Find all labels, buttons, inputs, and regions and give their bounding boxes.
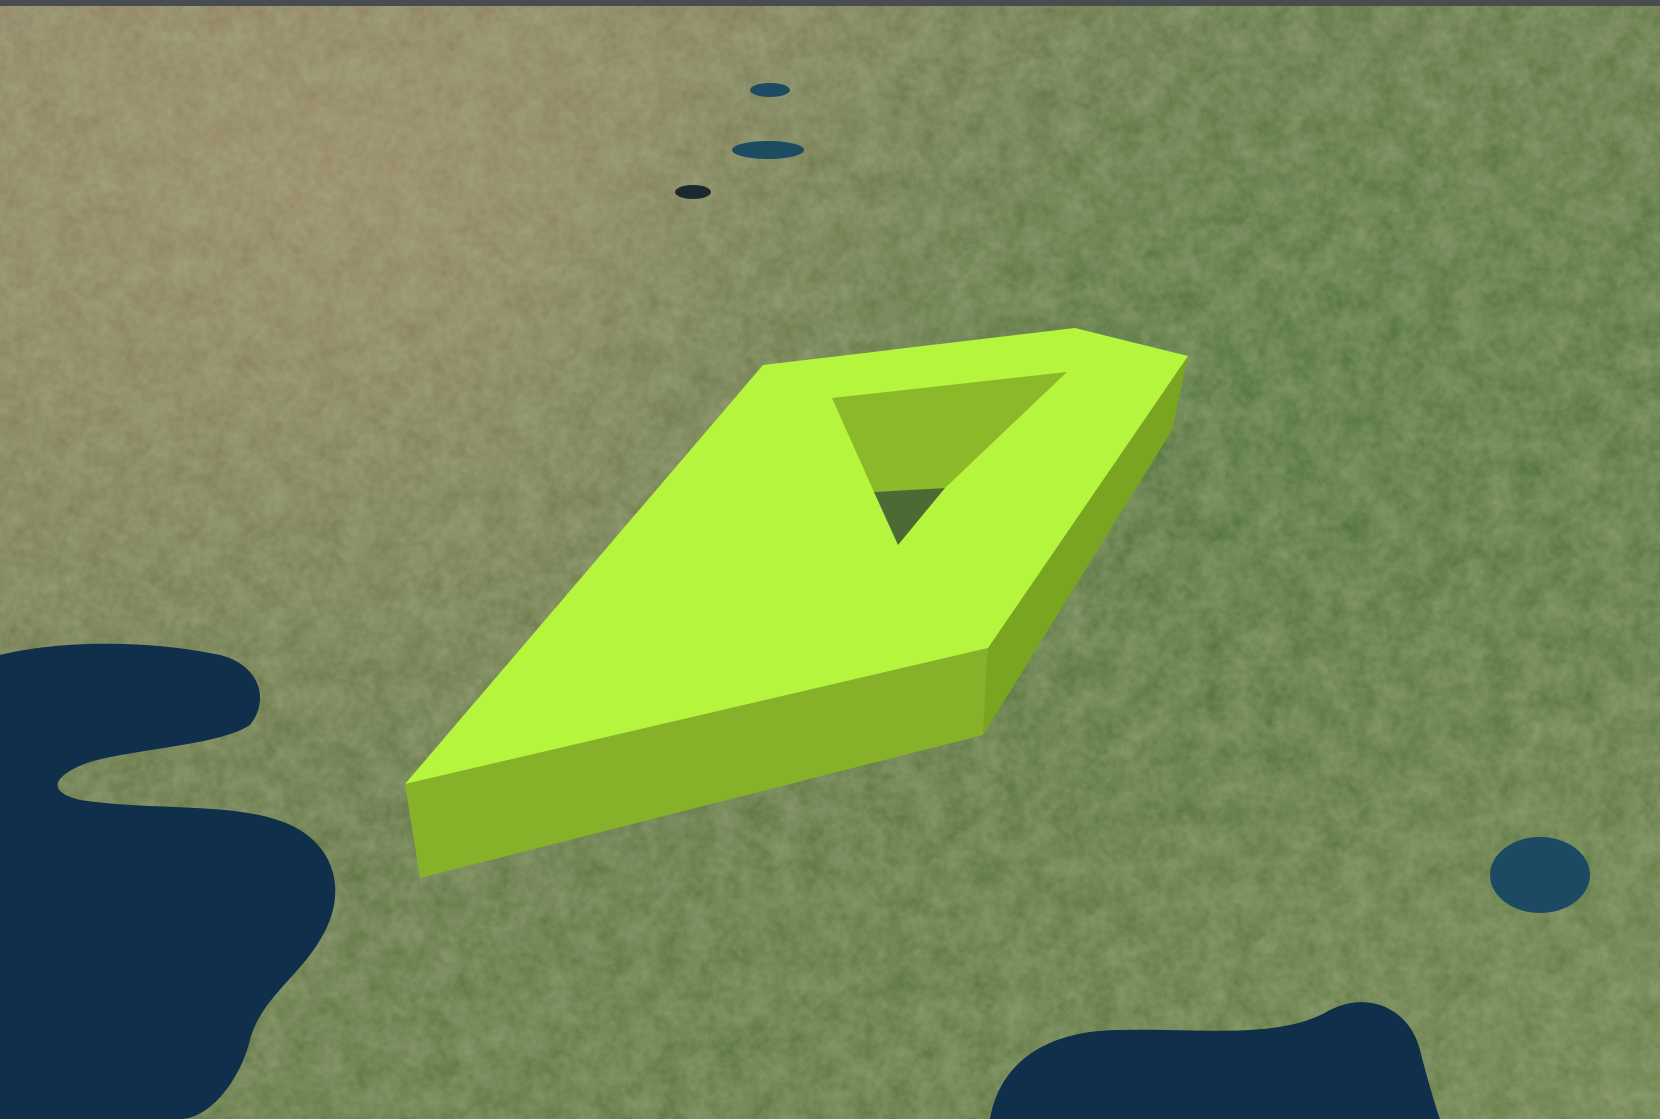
hole-ground (874, 488, 945, 545)
hole-inner-wall (832, 372, 1067, 492)
extrusion-front-wall (405, 648, 988, 878)
sea-west (0, 643, 336, 1119)
lake-east (1490, 837, 1590, 913)
extruded-polygon-entity[interactable] (405, 328, 1188, 878)
sea-south (990, 1002, 1440, 1119)
lake-north-2 (750, 83, 790, 97)
lake-north-1 (732, 141, 804, 159)
top-edge-bar (0, 0, 1660, 6)
lake-north-3 (675, 185, 711, 199)
extrusion-right-wall (983, 356, 1188, 735)
